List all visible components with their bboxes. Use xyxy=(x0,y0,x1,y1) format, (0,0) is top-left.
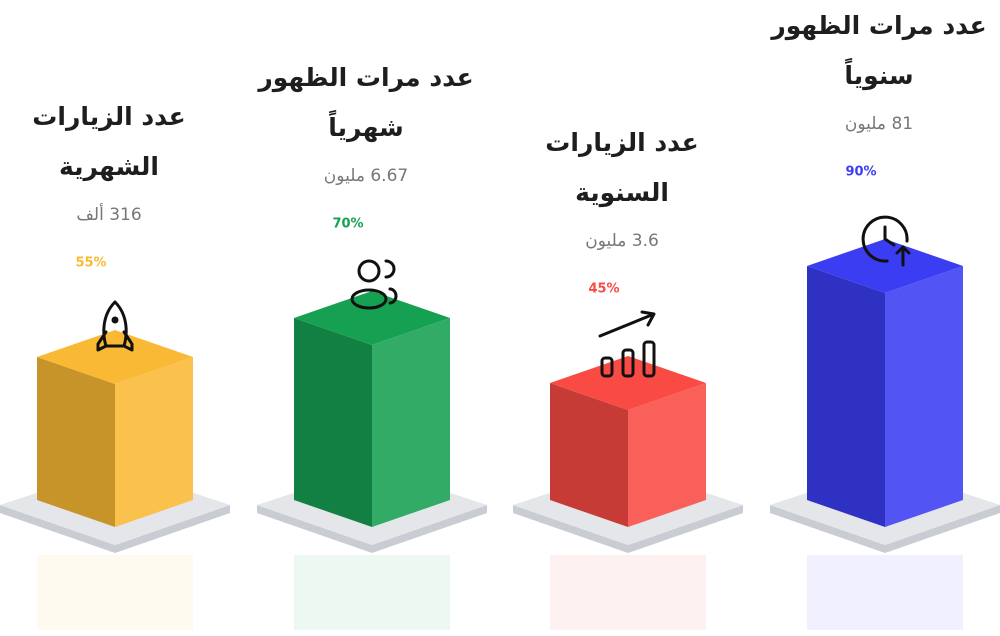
clock-hands xyxy=(883,225,896,247)
user2 xyxy=(384,259,398,305)
icon xyxy=(350,259,398,310)
category-line: شهرياً xyxy=(328,110,403,143)
bar-left xyxy=(807,266,885,527)
clock xyxy=(861,215,909,263)
chart-bar-icon xyxy=(642,340,656,378)
bar-top xyxy=(37,330,193,384)
column: 55% 316 ألف عدد الزيارات الشهرية xyxy=(0,102,230,630)
category-line: عدد الزيارات xyxy=(545,128,698,158)
category-line: سنوياً xyxy=(844,58,913,91)
bar-right xyxy=(372,318,450,527)
column: 90% 81 مليون عدد مرات الظهور سنوياً xyxy=(769,11,1000,630)
user-head xyxy=(357,259,381,283)
platform-side xyxy=(0,505,230,553)
bar-top xyxy=(550,356,706,410)
trend-arrow xyxy=(598,310,656,338)
chart-bar-icon xyxy=(621,348,635,378)
subtitle: 316 ألف xyxy=(76,203,141,225)
user-body xyxy=(350,288,388,310)
rocket-window xyxy=(111,316,119,324)
category-line: السنوية xyxy=(575,178,669,208)
reflection xyxy=(294,555,450,630)
category-line: الشهرية xyxy=(59,152,159,182)
platform-side xyxy=(770,505,1000,553)
clock-arrow xyxy=(895,245,911,267)
reflection xyxy=(807,555,963,630)
subtitle: 3.6 مليون xyxy=(585,231,659,251)
column: 45% 3.6 مليون عدد الزيارات السنوية xyxy=(513,128,743,630)
bar-left xyxy=(550,383,628,527)
category-line: عدد مرات الظهور xyxy=(769,11,986,41)
column: 70% 6.67 مليون عدد مرات الظهور شهرياً xyxy=(256,63,487,630)
icon xyxy=(861,215,911,267)
bar-top xyxy=(294,291,450,345)
bar-right xyxy=(115,357,193,527)
category-line: عدد الزيارات xyxy=(32,102,185,132)
subtitle: 81 مليون xyxy=(845,114,913,134)
subtitle: 6.67 مليون xyxy=(324,166,408,186)
bar-top xyxy=(807,239,963,293)
reflection xyxy=(37,555,193,630)
value-label: 55% xyxy=(75,256,106,271)
bar-right xyxy=(628,383,706,527)
bar-right xyxy=(885,266,963,527)
rocket-icon xyxy=(96,300,134,352)
bar-left xyxy=(37,357,115,527)
bar-left xyxy=(294,318,372,527)
reflection xyxy=(550,555,706,630)
icon xyxy=(96,300,134,352)
platform-side xyxy=(257,505,487,553)
chart-bar-icon xyxy=(600,356,614,378)
platform-side xyxy=(513,505,743,553)
category-line: عدد مرات الظهور xyxy=(256,63,473,93)
value-label: 45% xyxy=(588,282,619,297)
icon xyxy=(598,310,656,378)
value-label: 90% xyxy=(845,165,876,180)
value-label: 70% xyxy=(332,217,363,232)
